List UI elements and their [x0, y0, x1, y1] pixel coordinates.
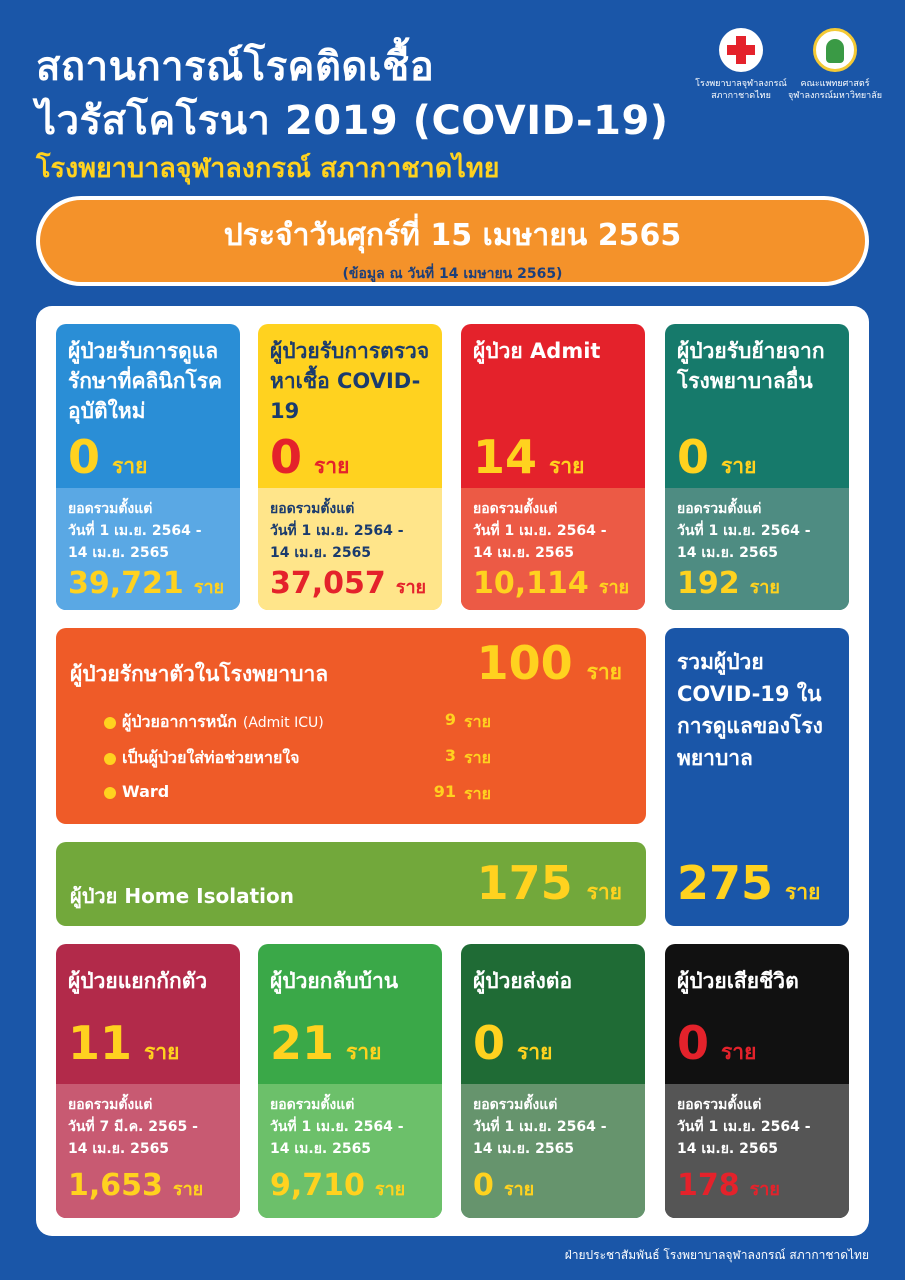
report-date: ประจำวันศุกร์ที่ 15 เมษายน 2565: [223, 218, 682, 253]
home-isolation-card: ผู้ป่วย Home Isolation 175 ราย: [56, 842, 646, 926]
headline-line1: สถานการณ์โรคติดเชื้อ: [36, 44, 435, 90]
card-value: 0 ราย: [270, 430, 350, 484]
headline-line2: ไวรัสโคโรนา 2019 (COVID-19): [36, 98, 669, 144]
total-value: 275 ราย: [677, 856, 821, 910]
faculty-logo-caption-1: คณะแพทยศาสตร์: [800, 79, 870, 89]
card-cumulative: ยอดรวมตั้งแต่ วันที่ 1 เม.ย. 2564 - 14 เ…: [56, 488, 240, 610]
card-title: ผู้ป่วยรับการตรวจหาเชื้อ COVID-19: [270, 339, 430, 423]
bullet-dot-icon: [104, 786, 116, 799]
card-cumulative: ยอดรวมตั้งแต่ วันที่ 1 เม.ย. 2564 - 14 เ…: [665, 1084, 849, 1218]
emerging-clinic-card: ผู้ป่วยรับการดูแลรักษาที่คลินิกโรคอุบัติ…: [56, 324, 240, 610]
card-value: 0 ราย: [68, 430, 148, 484]
report-date-banner: ประจำวันศุกร์ที่ 15 เมษายน 2565 (ข้อมูล …: [36, 196, 869, 286]
card-cumulative: ยอดรวมตั้งแต่ วันที่ 1 เม.ย. 2564 - 14 เ…: [258, 488, 442, 610]
card-cumulative: ยอดรวมตั้งแต่ วันที่ 1 เม.ย. 2564 - 14 เ…: [461, 1084, 645, 1218]
card-title: ผู้ป่วยกลับบ้าน: [270, 969, 399, 993]
hospital-logo-caption-1: โรงพยาบาลจุฬาลงกรณ์: [695, 79, 787, 89]
card-value: 0 ราย: [677, 430, 757, 484]
hospital-subtitle: โรงพยาบาลจุฬาลงกรณ์ สภากาชาดไทย: [36, 153, 500, 184]
total-title: รวมผู้ป่วย COVID-19 ในการดูแลของโรงพยาบา…: [677, 650, 823, 770]
card-title: ผู้ป่วยแยกกักตัว: [68, 969, 208, 993]
referred-card: ผู้ป่วยส่งต่อ 0 ราย ยอดรวมตั้งแต่ วันที่ …: [461, 944, 645, 1218]
card-value: 0 ราย: [473, 1016, 553, 1070]
bullet-ward: Ward: [104, 782, 169, 801]
ventilator-value: 3: [444, 746, 456, 765]
card-value: 11 ราย: [68, 1016, 180, 1070]
bullet-dot-icon: [104, 752, 116, 765]
bullet-dot-icon: [104, 716, 116, 729]
ward-unit: ราย: [464, 784, 491, 803]
card-title: ผู้ป่วยส่งต่อ: [473, 969, 573, 993]
red-cross-icon: [719, 28, 763, 72]
ward-value: 91: [433, 782, 456, 801]
footer-credit: ฝ่ายประชาสัมพันธ์ โรงพยาบาลจุฬาลงกรณ์ สภ…: [564, 1248, 869, 1262]
faculty-seal-icon: [813, 28, 857, 72]
data-as-of-date: (ข้อมูล ณ วันที่ 14 เมษายน 2565): [342, 266, 563, 282]
ventilator-unit: ราย: [464, 748, 491, 767]
card-title: ผู้ป่วย Admit: [473, 339, 601, 363]
icu-value: 9: [444, 710, 456, 729]
hospitalized-card: ผู้ป่วยรักษาตัวในโรงพยาบาล 100 ราย ผู้ป่ว…: [56, 628, 646, 824]
card-value: 14 ราย: [473, 430, 585, 484]
card-title: ผู้ป่วยรับย้ายจากโรงพยาบาลอื่น: [677, 339, 825, 393]
hospital-logo: โรงพยาบาลจุฬาลงกรณ์ สภากาชาดไทย: [676, 28, 806, 102]
home-isolation-value: 175 ราย: [476, 856, 622, 910]
faculty-logo-caption-2: จุฬาลงกรณ์มหาวิทยาลัย: [787, 91, 883, 101]
card-cumulative: ยอดรวมตั้งแต่ วันที่ 1 เม.ย. 2564 - 14 เ…: [665, 488, 849, 610]
card-title: ผู้ป่วยเสียชีวิต: [677, 969, 799, 993]
icu-unit: ราย: [464, 712, 491, 731]
bullet-ventilator: เป็นผู้ป่วยใส่ท่อช่วยหายใจ: [104, 746, 300, 771]
card-cumulative: ยอดรวมตั้งแต่ วันที่ 7 มี.ค. 2565 - 14 เ…: [56, 1084, 240, 1218]
covid-test-card: ผู้ป่วยรับการตรวจหาเชื้อ COVID-19 0 ราย ย…: [258, 324, 442, 610]
card-value: 0 ราย: [677, 1016, 757, 1070]
home-isolation-title: ผู้ป่วย Home Isolation: [70, 884, 295, 908]
hospitalized-value: 100 ราย: [476, 636, 622, 690]
card-cumulative: ยอดรวมตั้งแต่ วันที่ 1 เม.ย. 2564 - 14 เ…: [258, 1084, 442, 1218]
card-title: ผู้ป่วยรับการดูแลรักษาที่คลินิกโรคอุบัติ…: [68, 339, 223, 423]
card-cumulative: ยอดรวมตั้งแต่ วันที่ 1 เม.ย. 2564 - 14 เ…: [461, 488, 645, 610]
admit-card: ผู้ป่วย Admit 14 ราย ยอดรวมตั้งแต่ วันที่…: [461, 324, 645, 610]
bullet-icu: ผู้ป่วยอาการหนัก (Admit ICU): [104, 710, 324, 735]
card-value: 21 ราย: [270, 1016, 382, 1070]
quarantine-card: ผู้ป่วยแยกกักตัว 11 ราย ยอดรวมตั้งแต่ วัน…: [56, 944, 240, 1218]
total-covid-card: รวมผู้ป่วย COVID-19 ในการดูแลของโรงพยาบา…: [665, 628, 849, 926]
faculty-logo: คณะแพทยศาสตร์ จุฬาลงกรณ์มหาวิทยาลัย: [770, 28, 900, 102]
stats-panel: ผู้ป่วยรับการดูแลรักษาที่คลินิกโรคอุบัติ…: [36, 306, 869, 1236]
hospitalized-title: ผู้ป่วยรักษาตัวในโรงพยาบาล: [70, 662, 329, 686]
hospital-logo-caption-2: สภากาชาดไทย: [711, 91, 771, 101]
transfer-in-card: ผู้ป่วยรับย้ายจากโรงพยาบาลอื่น 0 ราย ยอดร…: [665, 324, 849, 610]
deceased-card: ผู้ป่วยเสียชีวิต 0 ราย ยอดรวมตั้งแต่ วันท…: [665, 944, 849, 1218]
discharged-card: ผู้ป่วยกลับบ้าน 21 ราย ยอดรวมตั้งแต่ วันท…: [258, 944, 442, 1218]
